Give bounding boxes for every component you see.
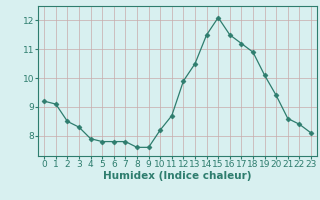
X-axis label: Humidex (Indice chaleur): Humidex (Indice chaleur) — [103, 171, 252, 181]
